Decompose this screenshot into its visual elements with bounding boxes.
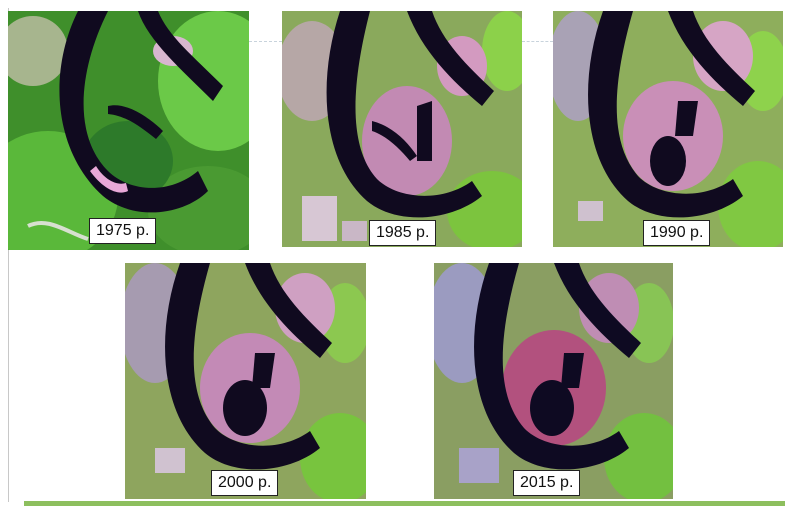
satellite-image-1990 (553, 11, 783, 247)
year-label: 2000 р. (211, 470, 279, 496)
satellite-image-2015 (434, 263, 673, 499)
satellite-image-2000-graphic (125, 263, 366, 499)
satellite-image-1985 (282, 11, 522, 247)
year-label: 1985 р. (369, 220, 437, 246)
accent-rule (24, 501, 785, 506)
year-label: 1990 р. (643, 220, 711, 246)
satellite-image-1985-graphic (282, 11, 522, 247)
year-label: 1975 р. (89, 218, 157, 244)
year-label: 2015 р. (513, 470, 581, 496)
dashed-connector (249, 41, 282, 42)
satellite-image-1975-graphic (8, 11, 249, 250)
dashed-connector (522, 41, 553, 42)
satellite-image-1990-graphic (553, 11, 783, 247)
satellite-image-2000 (125, 263, 366, 499)
satellite-image-1975 (8, 11, 249, 250)
satellite-image-2015-graphic (434, 263, 673, 499)
left-frame-line (8, 8, 9, 502)
